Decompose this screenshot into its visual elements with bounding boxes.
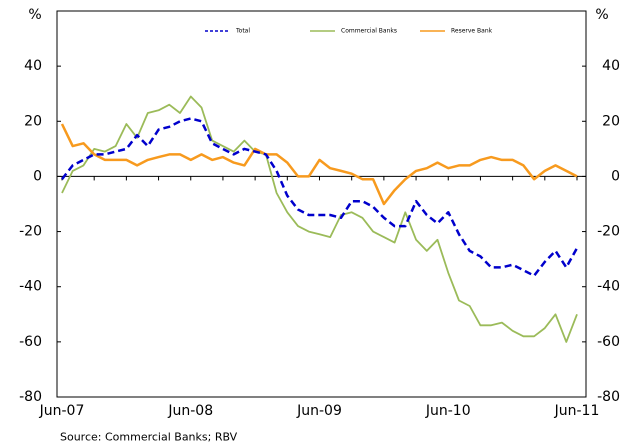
y-tick-label: 20 [24, 113, 42, 129]
y-tick-label: -40 [19, 279, 42, 295]
x-tick-label: Jun-11 [554, 403, 600, 419]
y2-tick-label: -80 [597, 389, 620, 405]
series-line [61, 117, 579, 277]
y2-tick-label: 20 [602, 113, 620, 129]
legend-label: Commercial Banks [341, 28, 397, 35]
legend-label: Total [235, 28, 250, 35]
series-line [60, 123, 578, 206]
y2-tick-label: 0 [611, 168, 620, 184]
plot-frame [56, 10, 587, 398]
y-tick-label: 40 [24, 58, 42, 74]
legend-label: Reserve Bank [451, 28, 493, 35]
x-tick-label: Jun-07 [39, 403, 85, 419]
y-tick-label: -80 [19, 389, 42, 405]
series-line [61, 95, 578, 343]
source-note: Source: Commercial Banks; RBV [60, 431, 238, 444]
y-tick-label: -20 [19, 224, 42, 240]
y2-tick-label: -60 [597, 334, 620, 350]
y2-tick-label: 40 [602, 58, 620, 74]
x-tick-label: Jun-10 [425, 403, 471, 419]
y-tick-label: 0 [33, 168, 42, 184]
y2-tick-label: -40 [597, 279, 620, 295]
y-tick-label: -60 [19, 334, 42, 350]
y-axis-label: % [28, 7, 41, 23]
x-tick-label: Jun-09 [296, 403, 342, 419]
y2-axis-label: % [595, 7, 608, 23]
x-tick-label: Jun-08 [167, 403, 213, 419]
y2-tick-label: -20 [597, 224, 620, 240]
